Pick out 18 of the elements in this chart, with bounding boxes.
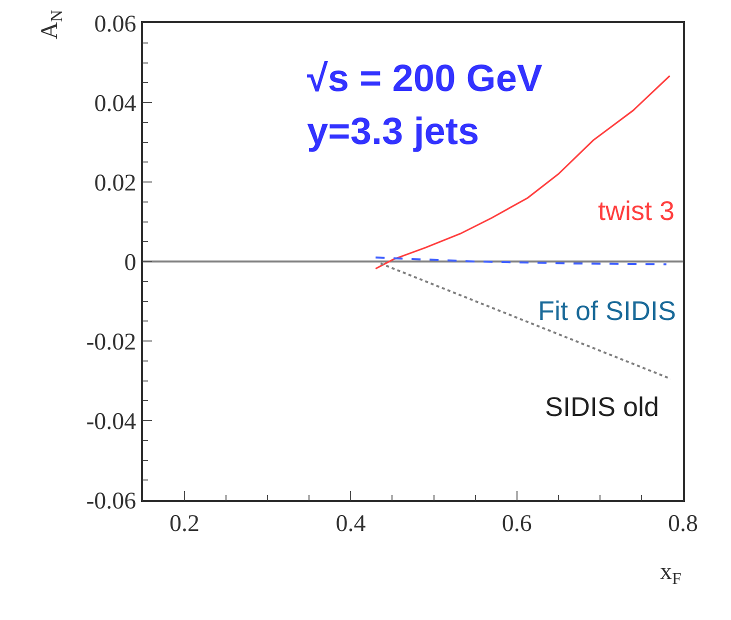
y-tick-label: 0.02 (94, 170, 136, 196)
x-tick-label: 0.8 (668, 510, 698, 537)
x-tick-label: 0.2 (170, 510, 200, 537)
y-tick-label: 0 (124, 250, 136, 276)
y-tick-label: -0.02 (86, 329, 136, 356)
series-label: twist 3 (598, 196, 675, 226)
annotation: y=3.3 jets (307, 111, 480, 153)
x-tick-label: 0.6 (502, 510, 532, 537)
y-tick-label: 0.06 (94, 11, 136, 38)
annotation: √s = 200 GeV (307, 58, 543, 100)
series-label: Fit of SIDIS (538, 296, 676, 326)
y-tick-label: -0.06 (86, 488, 136, 514)
x-axis-title: x$_{F}$ (660, 559, 682, 588)
x-tick-label: 0.4 (336, 510, 366, 537)
y-tick-label: -0.04 (86, 408, 136, 435)
series-label: SIDIS old (545, 392, 660, 422)
line-series (374, 256, 668, 266)
y-tick-label: 0.04 (94, 90, 136, 117)
